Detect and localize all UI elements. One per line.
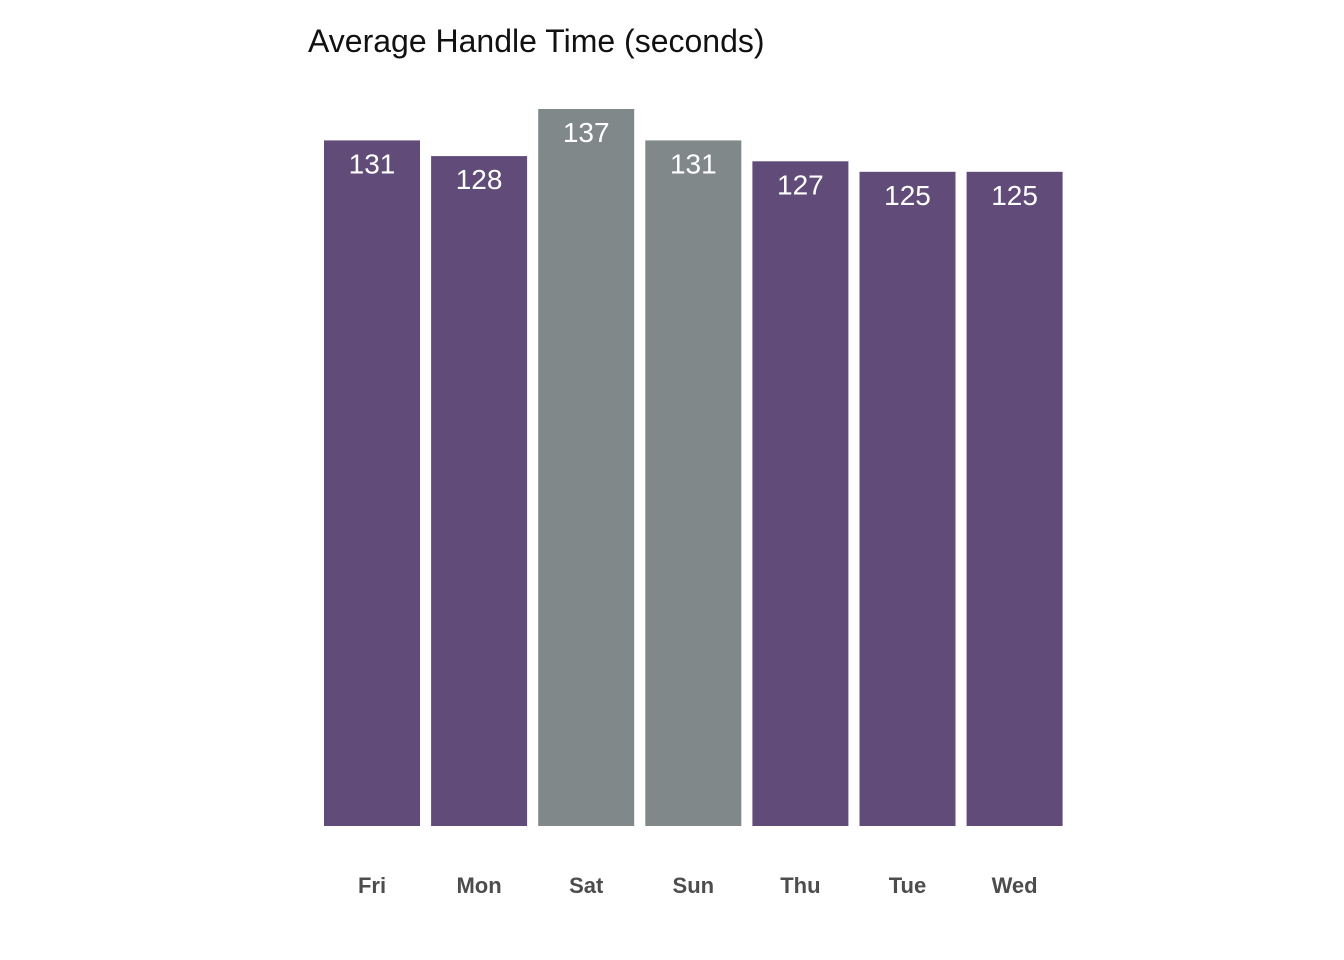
bar-mon bbox=[431, 156, 528, 827]
bar-thu bbox=[752, 161, 849, 827]
bar-value-label-fri: 131 bbox=[349, 148, 396, 179]
bar-value-label-tue: 125 bbox=[884, 180, 931, 211]
chart-title: Average Handle Time (seconds) bbox=[308, 23, 765, 59]
x-tick-label-sun: Sun bbox=[673, 873, 715, 898]
x-axis-tick-labels: Fri Mon Sat Sun Thu Tue Wed bbox=[358, 873, 1038, 898]
bar-sat bbox=[538, 109, 635, 826]
bar-fri bbox=[324, 140, 420, 826]
x-tick-label-wed: Wed bbox=[992, 873, 1038, 898]
bar-value-label-wed: 125 bbox=[991, 180, 1038, 211]
x-tick-label-thu: Thu bbox=[780, 873, 820, 898]
bar-value-label-thu: 127 bbox=[777, 169, 824, 200]
bar-value-label-sun: 131 bbox=[670, 148, 717, 179]
x-tick-label-fri: Fri bbox=[358, 873, 386, 898]
bar-sun bbox=[645, 140, 742, 826]
x-tick-label-tue: Tue bbox=[889, 873, 926, 898]
x-tick-label-mon: Mon bbox=[456, 873, 501, 898]
bar-wed bbox=[966, 171, 1063, 827]
bar-value-label-sat: 137 bbox=[563, 117, 610, 148]
bar-tue bbox=[859, 171, 956, 827]
value-labels-group: 131 128 137 131 127 125 125 bbox=[349, 117, 1038, 211]
x-tick-label-sat: Sat bbox=[569, 873, 604, 898]
bars-group bbox=[324, 109, 1063, 827]
bar-value-label-mon: 128 bbox=[456, 164, 503, 195]
